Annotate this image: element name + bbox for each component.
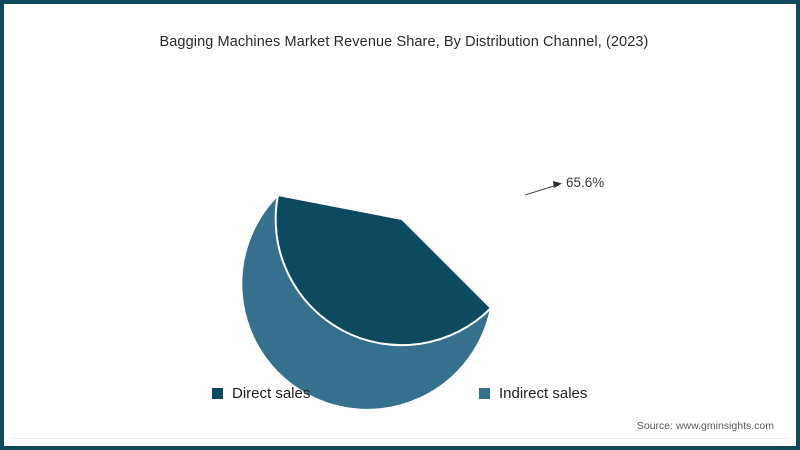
legend-swatch-icon-indirect-sales	[479, 387, 490, 399]
source-attribution: Source: www.gminsights.com	[636, 420, 774, 432]
chart-legend: Direct sales Indirect sales	[4, 380, 796, 406]
legend-label-indirect-sales: Indirect sales	[499, 384, 588, 402]
slice-value-label-indirect-sales: 65.6%	[566, 175, 605, 190]
pie-slice-direct-sales[interactable]	[274, 193, 493, 347]
legend-label-direct-sales: Direct sales	[232, 384, 311, 402]
page-title: Bagging Machines Market Revenue Share, B…	[159, 34, 649, 50]
legend-item-direct-sales[interactable]: Direct sales	[212, 380, 310, 406]
pie-chart-area: 65.6%	[4, 4, 796, 446]
legend-swatch-icon-direct-sales	[212, 387, 223, 399]
value-leader-line	[524, 181, 562, 196]
pie-chart-svg	[240, 181, 562, 411]
legend-item-indirect-sales[interactable]: Indirect sales	[479, 380, 587, 406]
source-divider	[12, 438, 788, 439]
